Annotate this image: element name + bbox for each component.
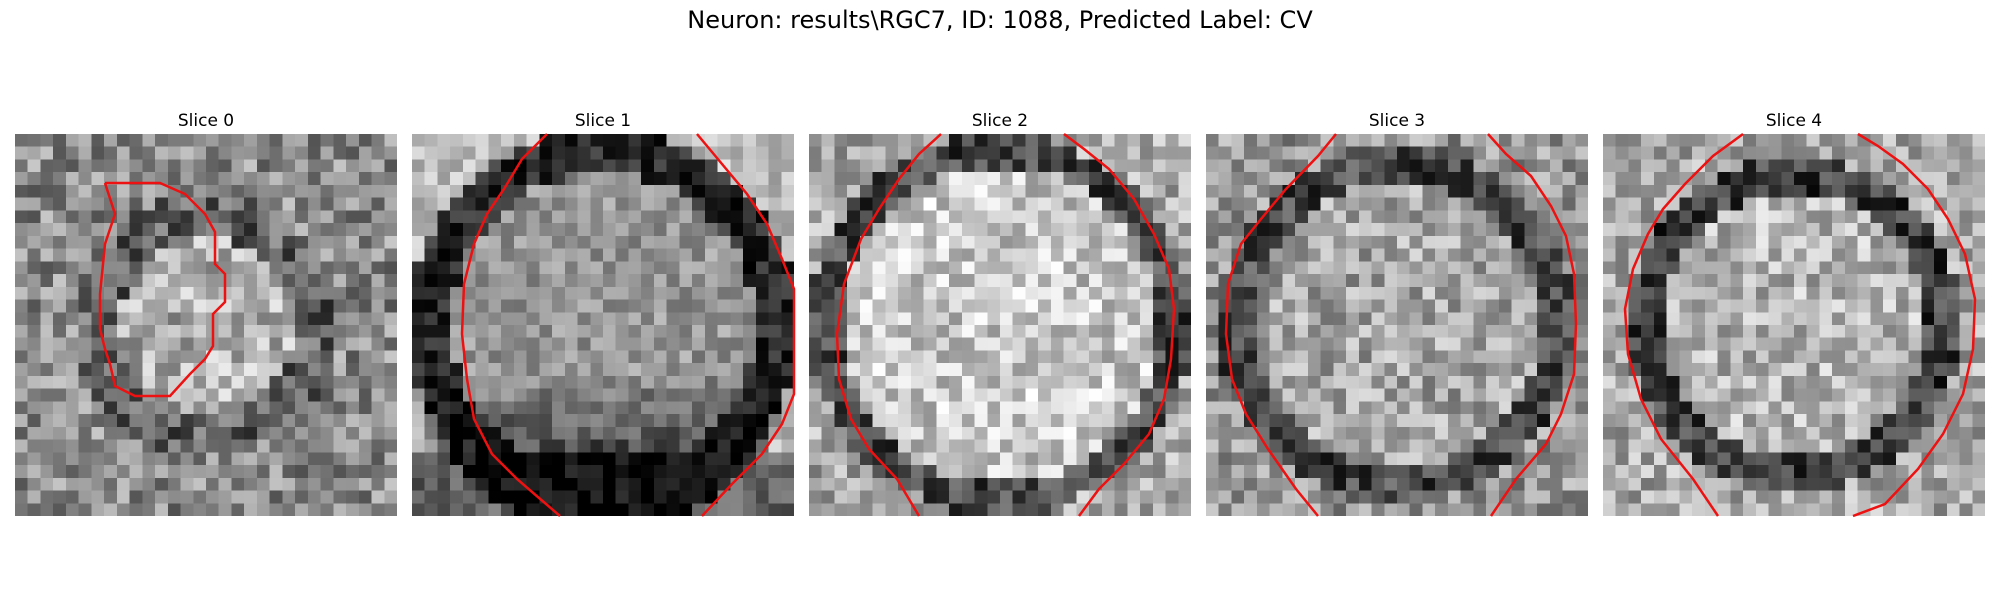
segmentation-contour	[98, 181, 227, 398]
contour-line-left	[460, 133, 561, 517]
segmentation-contour	[1224, 133, 1578, 517]
contour-line-left	[98, 181, 227, 398]
segmentation-contour	[460, 133, 796, 517]
grayscale-slice-image	[412, 134, 794, 516]
contour-line-right	[696, 133, 796, 517]
slice-panel-1: Slice 1	[412, 110, 796, 517]
contour-line-right	[1487, 133, 1578, 517]
grayscale-slice-image	[1603, 134, 1985, 516]
slice-title: Slice 3	[1368, 111, 1426, 131]
grayscale-slice-image	[15, 134, 397, 516]
slice-title: Slice 2	[971, 111, 1029, 131]
segmentation-contour	[1623, 132, 1977, 518]
slice-title: Slice 4	[1765, 111, 1823, 131]
slice-panel-3: Slice 3	[1206, 110, 1588, 517]
segmentation-contour	[835, 133, 1176, 517]
slice-panel-0: Slice 0	[15, 110, 397, 516]
slice-image	[15, 134, 397, 516]
slice-panel-2: Slice 2	[809, 110, 1191, 517]
slice-title: Slice 0	[177, 111, 235, 131]
contour-line-left	[1224, 133, 1337, 517]
contour-line-right	[1852, 132, 1977, 518]
slice-image	[809, 133, 1191, 517]
contour-line-right	[1063, 133, 1176, 517]
contour-line-left	[835, 133, 942, 517]
slice-panel-4: Slice 4	[1603, 110, 1985, 518]
contour-line-left	[1623, 132, 1744, 517]
figure-title: Neuron: results\RGC7, ID: 1088, Predicte…	[687, 6, 1313, 34]
slice-image	[1603, 132, 1985, 518]
slice-title: Slice 1	[574, 111, 632, 131]
slice-image	[1206, 133, 1588, 517]
slice-image	[412, 133, 796, 517]
